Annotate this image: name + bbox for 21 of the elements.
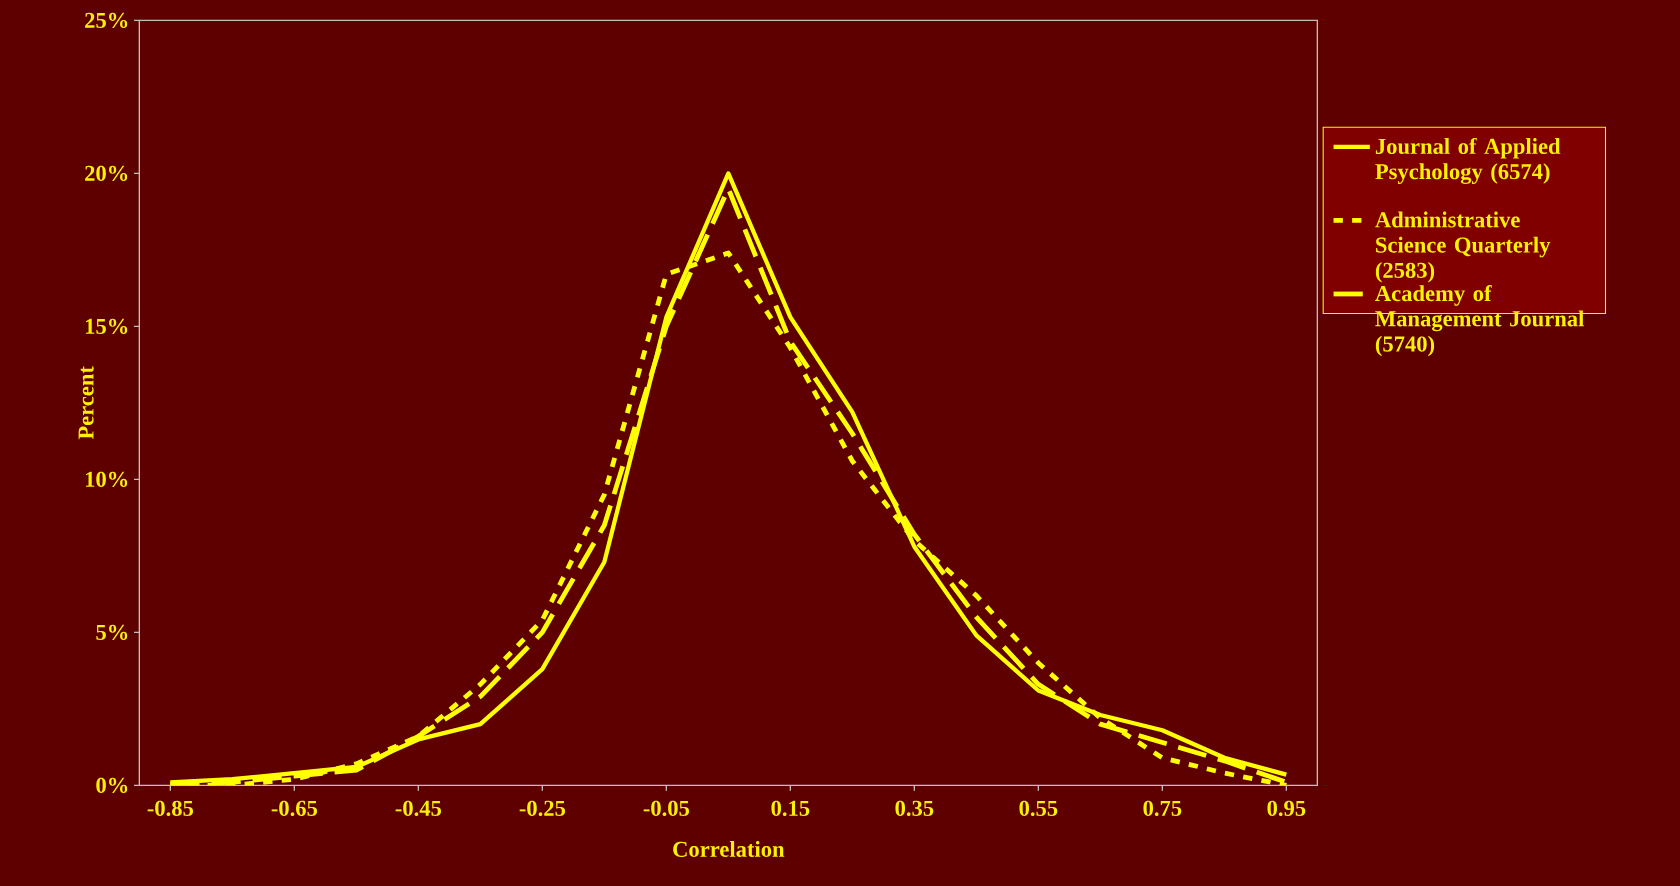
legend-label: Journal of Applied Psychology (6574)	[1375, 137, 1561, 185]
x-tick-label: 0.35	[895, 800, 934, 816]
y-tick-label: 15%	[85, 318, 128, 335]
x-tick-label: 0.55	[1019, 800, 1058, 816]
y-tick-label: 25%	[85, 12, 128, 29]
x-tick-label: 0.15	[771, 800, 810, 816]
legend-label: Administrative Science Quarterly (2583)	[1375, 211, 1551, 283]
y-tick-label: 5%	[96, 624, 128, 640]
y-tick-label: 20%	[85, 165, 128, 182]
x-tick-label: -0.25	[519, 800, 566, 816]
x-tick-label: 0.95	[1267, 800, 1306, 816]
x-tick-label: -0.05	[643, 800, 690, 816]
x-tick-label: -0.85	[147, 800, 194, 816]
x-tick-label: 0.75	[1143, 800, 1182, 816]
legend-label: Academy of Management Journal (5740)	[1375, 285, 1584, 357]
y-axis-title: Percent	[78, 366, 94, 440]
y-tick-label: 0%	[96, 777, 128, 793]
x-axis-title: Correlation	[673, 841, 785, 857]
x-tick-label: -0.65	[271, 800, 318, 816]
x-tick-label: -0.45	[395, 800, 442, 816]
y-tick-label: 10%	[85, 471, 128, 488]
